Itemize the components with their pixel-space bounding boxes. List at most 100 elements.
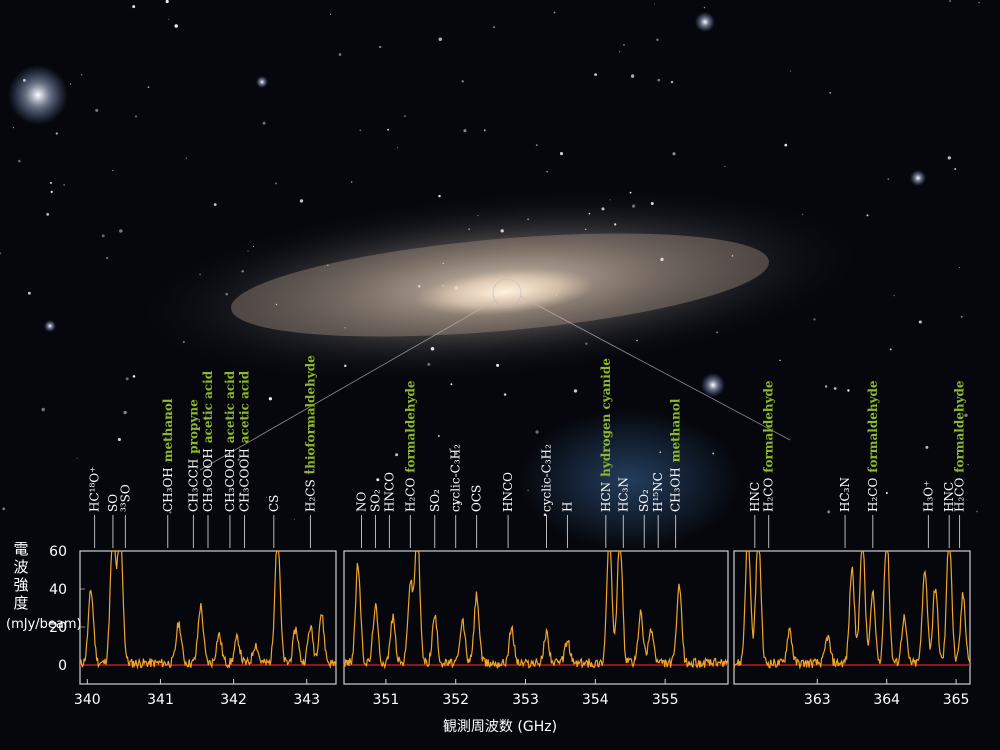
bright-star	[910, 170, 926, 186]
x-tick-label: 351	[373, 692, 400, 708]
molecule-label: HC₃N	[838, 477, 852, 512]
star	[95, 108, 99, 112]
star	[351, 181, 353, 183]
star	[636, 339, 638, 342]
star	[609, 199, 611, 201]
star	[338, 53, 342, 56]
star	[50, 190, 53, 194]
star	[183, 341, 185, 343]
molecule-label: CH₃COOHacetic acid	[201, 370, 215, 512]
bright-star	[256, 76, 268, 88]
molecule-label: H₂COformaldehyde	[403, 380, 417, 512]
star	[168, 412, 172, 416]
x-axis-label: 観測周波数 (GHz)	[442, 719, 558, 735]
star	[779, 359, 781, 362]
star	[417, 284, 421, 288]
star	[376, 478, 380, 482]
star	[960, 315, 963, 318]
star	[724, 165, 726, 167]
star	[543, 513, 547, 517]
molecule-label: cyclic-C₃H₂	[449, 444, 463, 512]
star	[147, 86, 150, 88]
star	[493, 26, 495, 28]
star	[847, 389, 850, 392]
x-tick-label: 341	[147, 692, 174, 708]
x-tick-label: 352	[442, 692, 469, 708]
star	[461, 80, 464, 83]
star	[63, 184, 65, 186]
star	[397, 147, 399, 149]
molecule-label: CH₃CCHpropyne	[186, 399, 200, 512]
star	[829, 91, 832, 94]
star	[887, 178, 890, 180]
star	[430, 346, 435, 351]
star	[716, 331, 718, 334]
x-tick-label: 365	[943, 692, 970, 708]
molecule-label: CS	[267, 495, 281, 512]
molecule-label: ³³SO	[118, 484, 132, 512]
molecule-label: H	[560, 502, 574, 512]
star	[437, 434, 440, 438]
star	[553, 11, 556, 14]
star	[41, 407, 45, 412]
star	[632, 204, 636, 208]
star	[262, 121, 266, 125]
star	[268, 397, 273, 401]
star	[918, 320, 922, 324]
x-tick-label: 342	[220, 692, 247, 708]
star	[594, 73, 597, 76]
star	[657, 78, 661, 82]
molecule-label: SO₂	[637, 489, 651, 512]
star	[448, 448, 451, 451]
molecule-label: H₃O⁺	[921, 481, 935, 512]
star	[438, 37, 443, 41]
star	[496, 363, 500, 367]
star	[450, 383, 453, 386]
star	[535, 144, 538, 147]
molecule-label: H₂CSthioformaldehyde	[303, 355, 317, 512]
star	[165, 0, 169, 4]
x-tick-label: 363	[804, 692, 831, 708]
star	[784, 143, 788, 147]
bright-star	[8, 65, 68, 125]
star	[833, 387, 837, 390]
star	[703, 6, 706, 9]
star	[76, 457, 78, 459]
y-tick-label: 20	[49, 620, 67, 636]
star	[213, 203, 217, 206]
star	[659, 451, 662, 454]
star	[585, 342, 588, 345]
star	[653, 3, 655, 5]
molecule-label: H₂COformaldehyde	[953, 380, 967, 512]
x-tick-label: 340	[74, 692, 101, 708]
molecule-label: H₂COformaldehyde	[762, 380, 776, 512]
star	[403, 115, 406, 118]
molecule-label: HNCO	[501, 472, 515, 512]
y-axis-label-1: 電	[13, 540, 29, 558]
star	[427, 362, 431, 366]
star	[344, 327, 346, 329]
molecule-label: HNCO	[382, 472, 396, 512]
star	[601, 207, 605, 211]
star	[359, 129, 362, 132]
star	[27, 291, 31, 295]
star	[2, 507, 6, 511]
star	[275, 303, 278, 306]
y-axis-label-unit: (mJy/beam)	[6, 616, 82, 634]
star	[964, 413, 968, 418]
y-tick-label: 40	[49, 582, 67, 598]
star	[387, 128, 390, 131]
star	[618, 51, 621, 53]
star	[134, 115, 138, 118]
star	[185, 157, 187, 159]
molecule-label: HC¹⁸O⁺	[88, 467, 102, 512]
star	[893, 294, 895, 297]
star	[442, 262, 444, 264]
star	[954, 167, 957, 171]
star	[630, 74, 635, 78]
star	[69, 83, 72, 85]
star	[976, 510, 978, 513]
